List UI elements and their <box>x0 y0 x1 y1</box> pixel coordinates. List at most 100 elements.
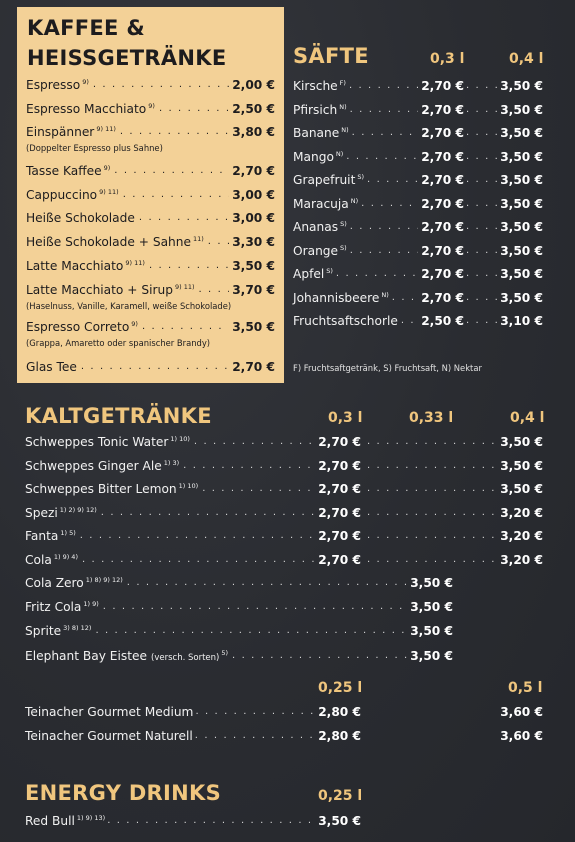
item-name-text: Elephant Bay Eistee <box>25 648 148 663</box>
item-name: Latte Macchiato 9) 11) <box>26 259 145 273</box>
item-name-text: Banane <box>293 126 340 140</box>
item-name: Fanta 1) 5) <box>25 529 76 543</box>
item-name: Fritz Cola 1) 9) <box>25 600 99 614</box>
item-price: 2,70 € <box>232 360 275 374</box>
price-03: 2,50 € <box>421 314 464 328</box>
price-04: 3,50 € <box>500 196 543 211</box>
item-name: Teinacher Gourmet Medium <box>25 705 193 719</box>
item-name: Sprite 3) 8) 12) <box>25 624 91 638</box>
item-name-text: Espresso Macchiato <box>26 102 147 116</box>
price-03: 2,70 € <box>421 102 464 117</box>
item-price: 3,30 € <box>232 235 275 249</box>
dot-leader: . . . . . . . . . . . . . . . . . . . . … <box>195 706 315 717</box>
allergen-superscript: S) <box>340 220 347 228</box>
item-name-text: Cappuccino <box>26 188 98 202</box>
item-name: Schweppes Ginger Ale 1) 3) <box>25 459 179 473</box>
dot-leader: . . . . . . . . . . . . . . . . . . . . … <box>232 649 408 661</box>
price-04: 3,50 € <box>500 482 543 497</box>
dot-leader: . . . . . . . . . . . . . . . . . . . . … <box>207 236 229 247</box>
price-025: 3,50 € <box>318 814 361 828</box>
item-name: Glas Tee <box>26 360 77 374</box>
item-price: 3,00 € <box>232 188 275 202</box>
item-price: 3,50 € <box>232 259 275 273</box>
item-price: 2,70 € <box>232 164 275 178</box>
coffee-title-line1: KAFFEE & <box>27 16 145 40</box>
item-name-text: Mango <box>293 149 334 164</box>
dot-leader: . . . . . . . . . . . . . . . . . . . . … <box>466 150 498 162</box>
allergen-superscript: 9) <box>131 320 138 328</box>
allergen-superscript: 1) 9) 13) <box>76 814 106 822</box>
price-03: 2,70 € <box>421 267 464 281</box>
price-025: 2,80 € <box>318 705 361 719</box>
price-03: 2,70 € <box>421 220 464 234</box>
item-name: Grapefruit S) <box>293 173 364 187</box>
dot-leader: . . . . . . . . . . . . . . . . . . . . … <box>466 80 498 91</box>
allergen-superscript: S) <box>357 173 365 181</box>
item-name: Schweppes Tonic Water 1) 10) <box>25 435 190 449</box>
allergen-superscript: 5) <box>221 648 229 657</box>
price-04: 3,50 € <box>500 267 543 281</box>
dot-leader: . . . . . . . . . . . . . . . . . . . . … <box>349 221 418 232</box>
item-name: Pfirsich N) <box>293 103 347 117</box>
dot-leader: . . . . . . . . . . . . . . . . . . . . … <box>361 197 418 209</box>
item-name: Espresso Correto 9) <box>26 320 138 334</box>
item-name-text: Cola Zero <box>25 576 84 590</box>
price-03: 2,70 € <box>421 126 464 140</box>
allergen-superscript: 3) 8) 12) <box>63 624 92 633</box>
item-note: (Grappa, Amaretto oder spanischer Brandy… <box>26 338 211 348</box>
dot-leader: . . . . . . . . . . . . . . . . . . . . … <box>349 103 419 115</box>
item-name-text: Ananas <box>293 220 339 234</box>
item-name: Banane N) <box>293 126 349 140</box>
price-04: 3,10 € <box>500 314 543 328</box>
item-name-text: Pfirsich <box>293 102 338 117</box>
item-name-text: Fritz Cola <box>25 600 82 615</box>
dot-leader: . . . . . . . . . . . . . . . . . . . . … <box>100 506 315 518</box>
price-04: 3,50 € <box>500 435 543 449</box>
item-name-text: Schweppes Bitter Lemon <box>25 482 177 497</box>
dot-leader: . . . . . . . . . . . . . . . . . . . . … <box>466 127 498 138</box>
item-name-text: Apfel <box>293 267 325 281</box>
item-name: Orange S) <box>293 244 347 258</box>
item-name: Latte Macchiato + Sirup 9) 11) <box>26 283 195 297</box>
dot-leader: . . . . . . . . . . . . . . . . . . . . … <box>202 483 315 495</box>
price-04: 3,50 € <box>500 79 543 93</box>
dot-leader: . . . . . . . . . . . . . . . . . . . . … <box>114 165 229 176</box>
item-price: 2,00 € <box>232 78 275 92</box>
item-name-text: Red Bull <box>25 814 75 828</box>
price-033: 3,50 € <box>410 576 453 590</box>
item-price: 3,80 € <box>232 125 275 139</box>
price-03: 2,70 € <box>318 482 361 497</box>
price-03: 2,70 € <box>421 290 464 305</box>
item-name: Espresso Macchiato 9) <box>26 102 155 116</box>
item-name-text: Spezi <box>25 505 58 520</box>
dot-leader: . . . . . . . . . . . . . . . . . . . . … <box>349 244 419 256</box>
item-price: 3,70 € <box>232 283 275 297</box>
dot-leader: . . . . . . . . . . . . . . . . . . . . … <box>367 459 497 471</box>
item-name: Schweppes Bitter Lemon 1) 10) <box>25 482 198 496</box>
dot-leader: . . . . . . . . . . . . . . . . . . . . … <box>466 291 498 303</box>
dot-leader: . . . . . . . . . . . . . . . . . . . . … <box>141 321 229 332</box>
coffee-panel <box>17 7 284 383</box>
item-name-text: Latte Macchiato + Sirup <box>26 283 173 297</box>
item-name: Red Bull 1) 9) 13) <box>25 814 105 828</box>
dot-leader: . . . . . . . . . . . . . . . . . . . . … <box>335 268 418 279</box>
allergen-superscript: N) <box>350 196 359 205</box>
item-name-text: Espresso Correto <box>26 320 130 334</box>
item-name-text: Latte Macchiato <box>26 259 124 273</box>
price-04: 3,50 € <box>500 458 543 473</box>
item-name: Maracuja N) <box>293 197 358 211</box>
item-name: Cappuccino 9) 11) <box>26 188 119 202</box>
item-note: (Haselnuss, Vanille, Karamell, weiße Sch… <box>26 301 232 311</box>
item-name-text: Schweppes Tonic Water <box>25 435 169 449</box>
dot-leader: . . . . . . . . . . . . . . . . . . . . … <box>367 506 497 518</box>
allergen-superscript: 1) 8) 9) 12) <box>85 576 123 584</box>
price-033: 3,50 € <box>410 624 453 639</box>
allergen-superscript: N) <box>381 290 389 299</box>
item-name: Cola 1) 9) 4) <box>25 553 78 567</box>
water-col-05: 0,5 l <box>508 680 543 696</box>
allergen-superscript: F) <box>339 79 346 87</box>
price-03: 2,70 € <box>421 149 464 164</box>
item-name: Espresso 9) <box>26 78 89 92</box>
item-name: Heiße Schokolade <box>26 211 135 225</box>
item-name: Cola Zero 1) 8) 9) 12) <box>25 576 123 590</box>
